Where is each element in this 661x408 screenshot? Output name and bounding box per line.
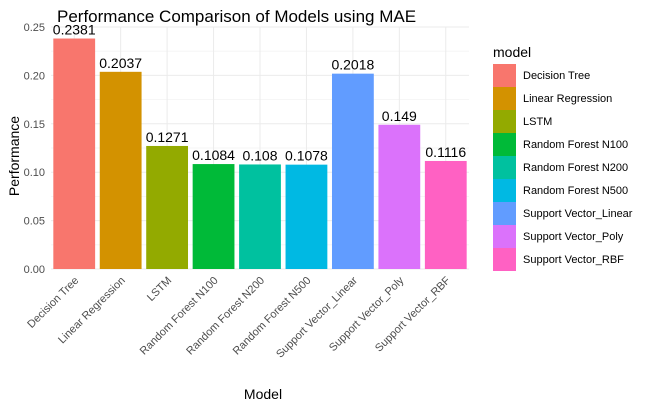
x-tick-label: Random Forest N200 bbox=[184, 275, 267, 358]
x-tick-label: Random Forest N100 bbox=[138, 275, 221, 358]
legend-label: Random Forest N100 bbox=[523, 139, 628, 151]
data-label: 0.1271 bbox=[146, 129, 189, 145]
data-label: 0.2381 bbox=[53, 22, 96, 38]
bar bbox=[146, 145, 189, 269]
bar bbox=[99, 71, 142, 270]
bar bbox=[285, 164, 328, 269]
legend-swatch bbox=[493, 110, 516, 133]
data-label: 0.1116 bbox=[425, 144, 466, 160]
bar bbox=[378, 124, 421, 269]
legend-label: Support Vector_Linear bbox=[523, 208, 633, 220]
y-tick-label: 0.05 bbox=[24, 216, 45, 228]
legend-swatch bbox=[493, 64, 516, 87]
bar bbox=[192, 164, 235, 269]
legend-swatch bbox=[493, 133, 516, 156]
data-label: 0.149 bbox=[382, 108, 417, 124]
y-tick-label: 0.10 bbox=[24, 167, 45, 179]
legend-swatch bbox=[493, 179, 516, 202]
y-axis-title: Performance bbox=[6, 116, 22, 196]
bar bbox=[53, 38, 96, 270]
data-label: 0.1084 bbox=[192, 147, 235, 163]
data-label: 0.1078 bbox=[285, 148, 328, 164]
legend-label: Random Forest N200 bbox=[523, 162, 628, 174]
x-tick-label: Random Forest N500 bbox=[231, 275, 314, 358]
legend-swatch bbox=[493, 202, 516, 225]
bar bbox=[239, 164, 281, 269]
x-tick-label: LSTM bbox=[145, 275, 174, 304]
y-axis-ticks: 0.00 0.05 0.10 0.15 0.20 0.25 bbox=[24, 22, 45, 276]
y-tick-label: 0.25 bbox=[24, 22, 45, 34]
legend-swatch bbox=[493, 87, 516, 110]
legend-label: LSTM bbox=[523, 116, 552, 128]
y-tick-label: 0.20 bbox=[24, 70, 45, 82]
data-label: 0.2018 bbox=[331, 57, 374, 73]
legend-swatch bbox=[493, 248, 516, 271]
y-tick-label: 0.00 bbox=[24, 264, 45, 276]
x-tick-label: Support Vector_Linear bbox=[274, 274, 360, 360]
bar bbox=[331, 73, 374, 270]
legend-label: Random Forest N500 bbox=[523, 185, 628, 197]
y-tick-label: 0.15 bbox=[24, 119, 45, 131]
legend-swatch bbox=[493, 225, 516, 248]
legend-swatch bbox=[493, 156, 516, 179]
chart-title: Performance Comparison of Models using M… bbox=[57, 7, 416, 26]
legend-title: model bbox=[493, 44, 531, 60]
data-label: 0.2037 bbox=[99, 55, 142, 71]
x-axis-title: Model bbox=[244, 386, 282, 402]
data-label: 0.108 bbox=[242, 147, 277, 163]
bars bbox=[53, 38, 467, 270]
legend-label: Linear Regression bbox=[523, 93, 612, 105]
legend: model Decision Tree Linear Regression LSTM… bbox=[493, 44, 633, 271]
legend-label: Decision Tree bbox=[523, 70, 590, 82]
legend-label: Support Vector_RBF bbox=[523, 254, 624, 266]
bar bbox=[424, 160, 467, 269]
legend-label: Support Vector_Poly bbox=[523, 231, 624, 243]
